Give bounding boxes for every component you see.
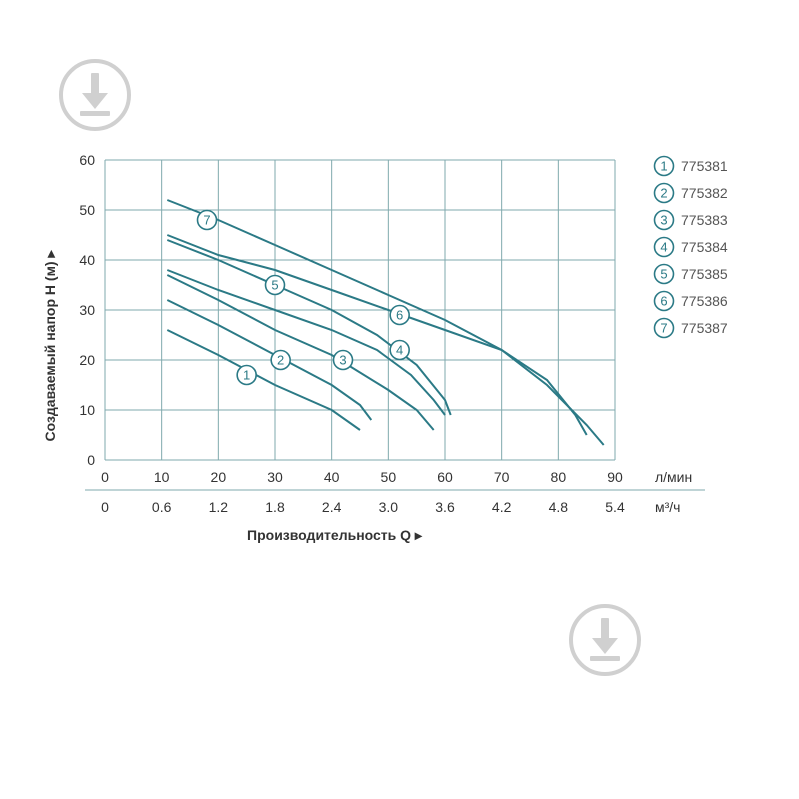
x1-tick-label: 30 — [267, 469, 283, 485]
pump-curve-chart: 12345670102030405060Создаваемый напор Н … — [0, 0, 799, 799]
legend-item-5: 5 775385 — [655, 265, 728, 284]
x2-tick-label: 2.4 — [322, 499, 342, 515]
curve-marker-6: 6 — [390, 306, 409, 325]
curve-marker-4: 4 — [390, 341, 409, 360]
legend-num: 7 — [660, 321, 667, 336]
legend-item-2: 2 775382 — [655, 184, 728, 203]
legend-num: 5 — [660, 267, 667, 282]
x2-tick-label: 4.2 — [492, 499, 512, 515]
watermark-icon — [571, 606, 639, 674]
y-tick-label: 20 — [79, 352, 95, 368]
y-tick-label: 40 — [79, 252, 95, 268]
x2-tick-label: 5.4 — [605, 499, 625, 515]
legend-label: 775387 — [681, 320, 728, 336]
y-tick-label: 30 — [79, 302, 95, 318]
curve-marker-3: 3 — [334, 351, 353, 370]
legend-num: 4 — [660, 240, 667, 255]
legend-num: 6 — [660, 294, 667, 309]
svg-text:2: 2 — [277, 353, 284, 368]
x-axis-label: Производительность Q ▸ — [247, 527, 423, 543]
x2-tick-label: 1.2 — [209, 499, 229, 515]
curves: 1 2 3 4 5 6 7 — [167, 200, 603, 445]
x1-unit: л/мин — [655, 469, 692, 485]
x2-tick-label: 0.6 — [152, 499, 172, 515]
y-tick-label: 10 — [79, 402, 95, 418]
svg-text:7: 7 — [203, 213, 210, 228]
x2-tick-label: 3.0 — [379, 499, 399, 515]
x1-tick-label: 50 — [381, 469, 397, 485]
legend-label: 775386 — [681, 293, 728, 309]
y-tick-label: 0 — [87, 452, 95, 468]
svg-text:1: 1 — [243, 368, 250, 383]
x1-tick-label: 0 — [101, 469, 109, 485]
legend-label: 775385 — [681, 266, 728, 282]
svg-text:6: 6 — [396, 308, 403, 323]
legend-num: 1 — [660, 159, 667, 174]
legend-item-7: 7 775387 — [655, 319, 728, 338]
legend-item-3: 3 775383 — [655, 211, 728, 230]
x1-tick-label: 80 — [551, 469, 567, 485]
legend-item-6: 6 775386 — [655, 292, 728, 311]
y-tick-label: 60 — [79, 152, 95, 168]
curve-marker-5: 5 — [266, 276, 285, 295]
legend-num: 2 — [660, 186, 667, 201]
legend-num: 3 — [660, 213, 667, 228]
x1-tick-label: 40 — [324, 469, 340, 485]
x2-unit: м³/ч — [655, 499, 680, 515]
svg-text:4: 4 — [396, 343, 403, 358]
legend: 1 775381 2 775382 3 775383 4 775384 5 775385 6 7753… — [655, 157, 728, 338]
y-tick-label: 50 — [79, 202, 95, 218]
legend-label: 775384 — [681, 239, 728, 255]
curve-marker-7: 7 — [198, 211, 217, 230]
legend-label: 775381 — [681, 158, 728, 174]
y-axis-label: Создаваемый напор Н (м) ▸ — [42, 250, 58, 442]
curve-5 — [167, 240, 450, 415]
curve-1 — [167, 330, 360, 430]
watermark-icon — [61, 61, 129, 129]
legend-item-1: 1 775381 — [655, 157, 728, 176]
x2-tick-label: 3.6 — [435, 499, 455, 515]
svg-text:5: 5 — [271, 278, 278, 293]
x1-tick-label: 70 — [494, 469, 510, 485]
legend-item-4: 4 775384 — [655, 238, 728, 257]
curve-marker-1: 1 — [237, 366, 256, 385]
y-axis: 0 10 20 30 40 50 60 — [79, 152, 95, 468]
x2-tick-label: 1.8 — [265, 499, 285, 515]
x1-tick-label: 60 — [437, 469, 453, 485]
curve-7 — [167, 200, 603, 445]
x1-tick-label: 10 — [154, 469, 170, 485]
curve-marker-2: 2 — [271, 351, 290, 370]
x1-tick-label: 90 — [607, 469, 623, 485]
x2-tick-label: 4.8 — [549, 499, 569, 515]
legend-label: 775383 — [681, 212, 728, 228]
x1-tick-label: 20 — [211, 469, 227, 485]
svg-text:3: 3 — [339, 353, 346, 368]
x2-tick-label: 0 — [101, 499, 109, 515]
legend-label: 775382 — [681, 185, 728, 201]
